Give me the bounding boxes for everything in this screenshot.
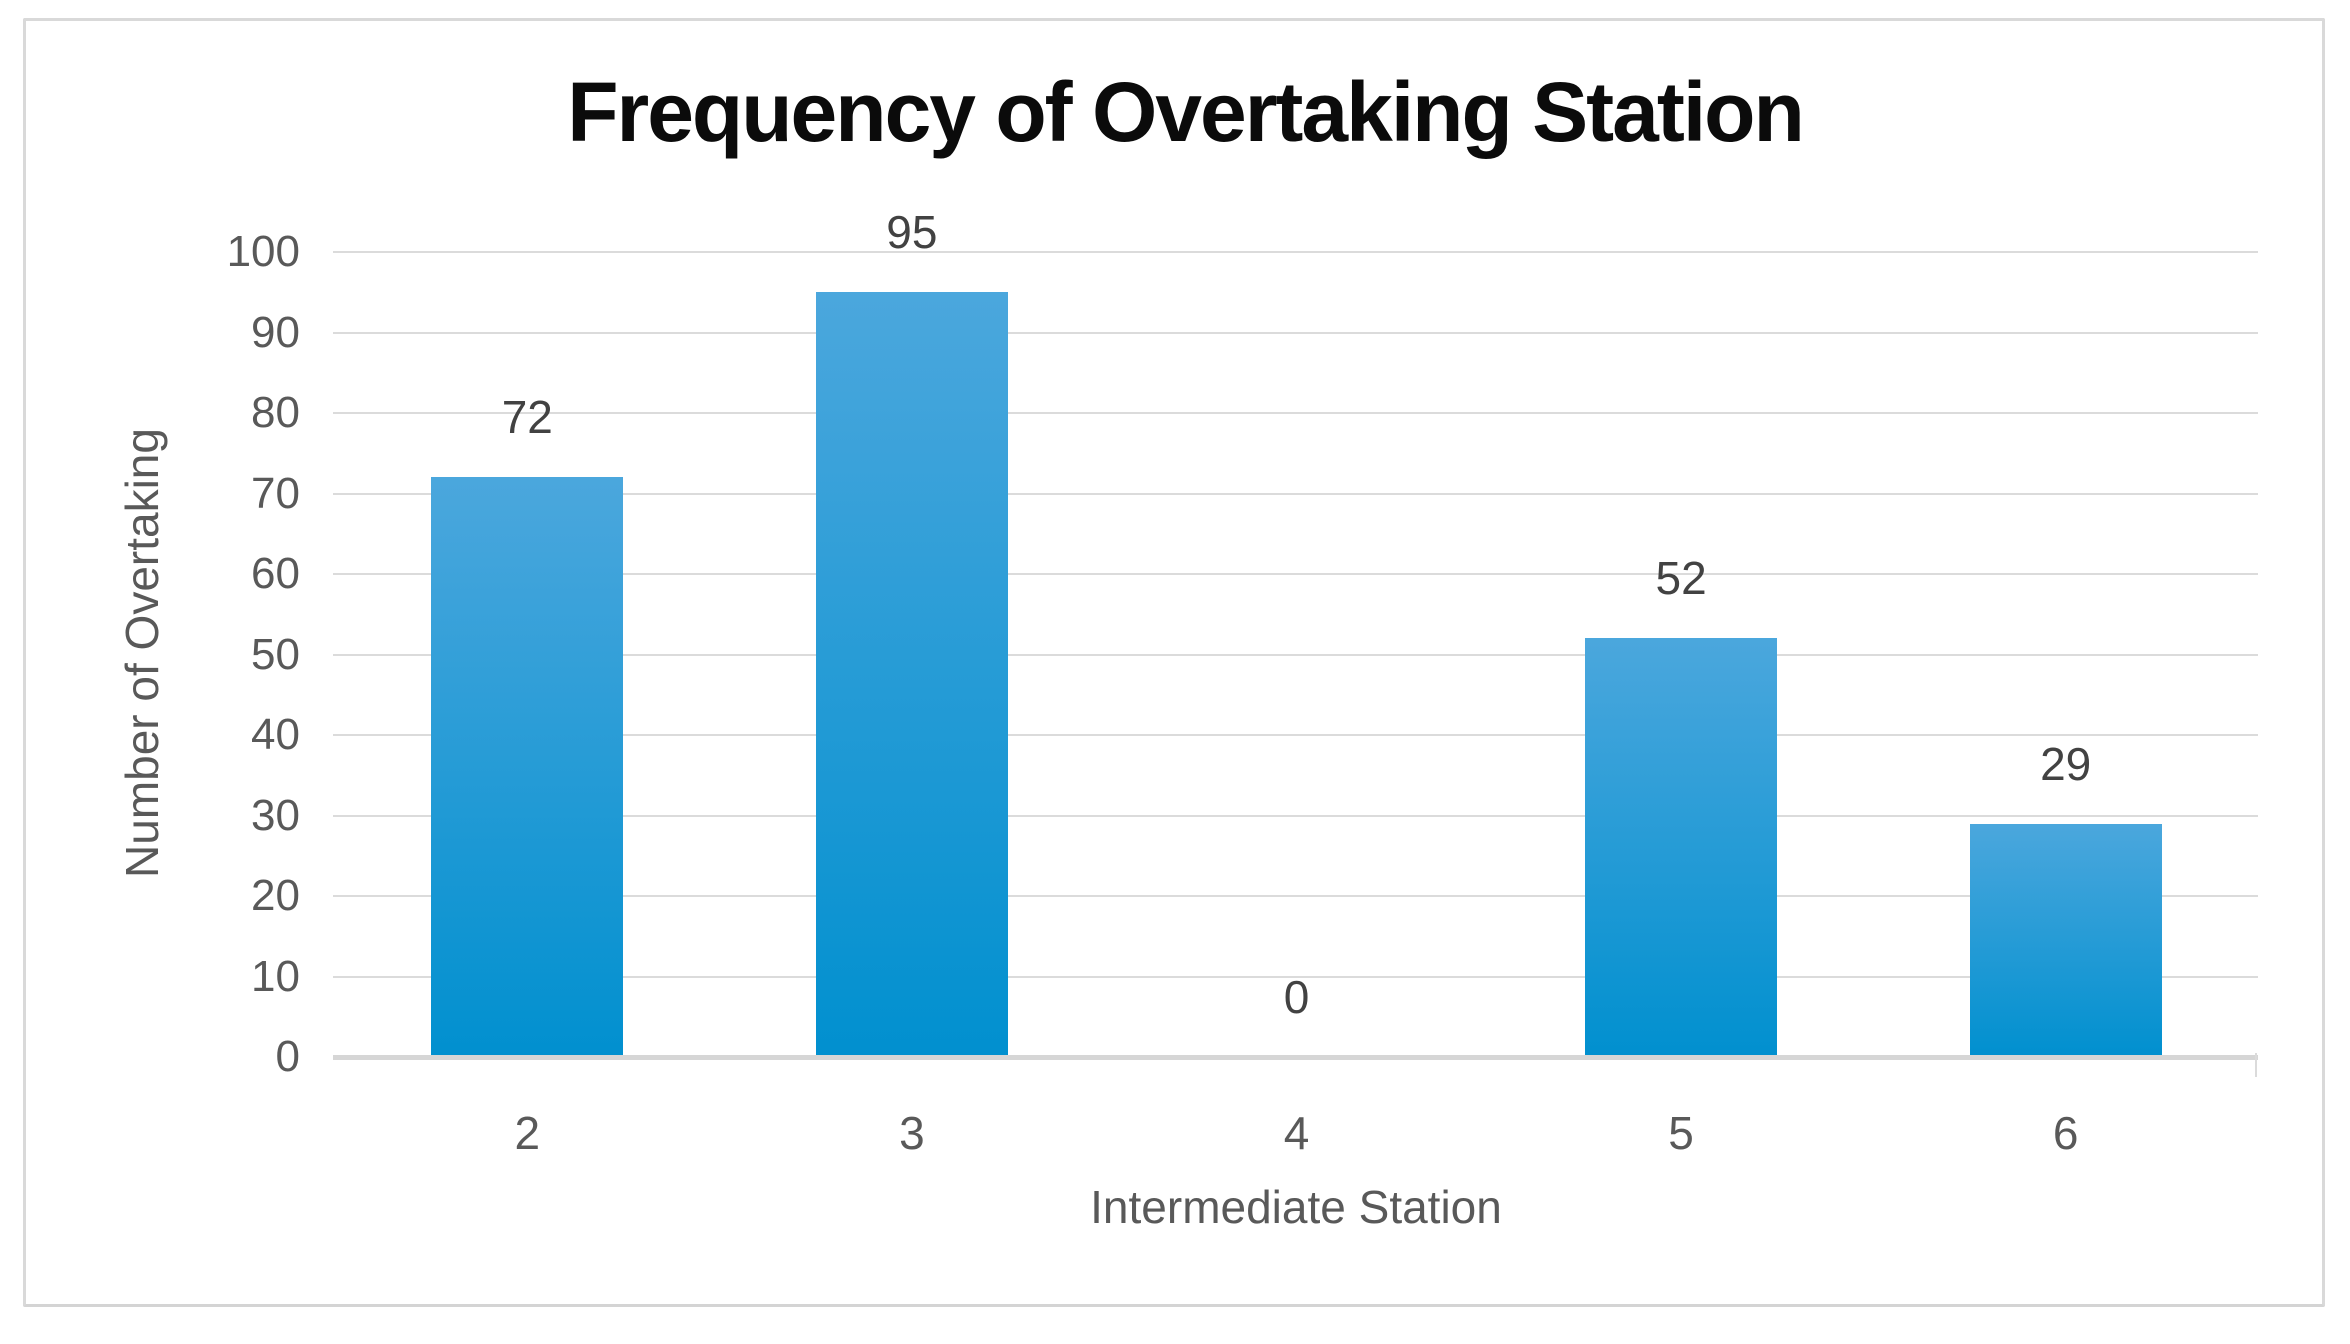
gridline [333, 492, 2258, 495]
gridline [333, 895, 2258, 897]
y-tick-label: 50 [251, 629, 300, 679]
y-tick-label: 0 [275, 1032, 300, 1081]
x-tick-label: 5 [1668, 1107, 1694, 1159]
y-tick-label: 40 [251, 710, 300, 759]
y-tick-label: 20 [251, 871, 300, 920]
x-tick-label: 2 [514, 1107, 541, 1159]
x-axis-title: Intermediate Station [1090, 1181, 1502, 1233]
axis-end-tick [2255, 1053, 2257, 1077]
y-tick-label: 70 [251, 468, 300, 518]
y-tick-label: 80 [251, 388, 300, 437]
gridline [333, 251, 2258, 253]
x-tick-label: 4 [1283, 1107, 1310, 1159]
gridline [333, 331, 2258, 334]
x-axis-line [333, 1055, 2258, 1060]
gridline [333, 734, 2258, 736]
gridline [333, 573, 2258, 575]
bar-data-label: 52 [1655, 552, 1707, 605]
y-tick-label: 30 [251, 790, 300, 840]
bar-data-label: 29 [2040, 737, 2092, 790]
chart-title: Frequency of Overtaking Station [567, 65, 1805, 159]
gridline [333, 412, 2258, 414]
bar [431, 477, 624, 1055]
bar-data-label: 0 [1283, 971, 1310, 1023]
y-tick-label: 100 [226, 227, 300, 276]
y-tick-label: 10 [251, 951, 300, 1001]
gridline [333, 814, 2258, 817]
y-tick-label: 90 [251, 307, 300, 357]
chart-frame-border [23, 18, 2325, 1307]
gridline [333, 975, 2258, 978]
y-tick-label: 60 [251, 549, 300, 598]
bar [1585, 638, 1778, 1055]
bar-data-label: 72 [501, 391, 553, 444]
bar [815, 292, 1008, 1055]
bar [1969, 823, 2162, 1055]
x-tick-label: 6 [2052, 1107, 2079, 1159]
x-tick-label: 3 [899, 1107, 925, 1159]
bar-data-label: 95 [886, 206, 938, 259]
gridline [333, 653, 2258, 656]
